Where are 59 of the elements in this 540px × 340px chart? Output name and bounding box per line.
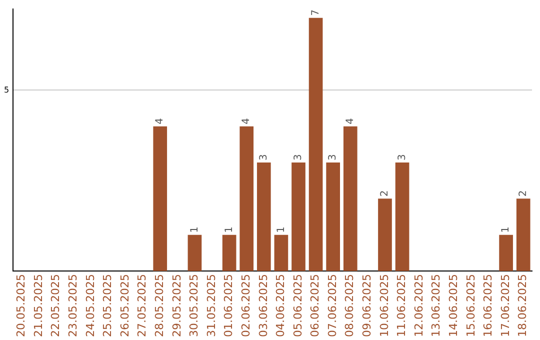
- data-label: 4: [241, 118, 252, 124]
- x-tick-label: 08.06.2025: [343, 274, 356, 338]
- data-label: 1: [189, 226, 200, 233]
- data-label: 1: [224, 226, 235, 233]
- bar: [395, 162, 410, 272]
- x-tick-label: 27.05.2025: [136, 274, 149, 338]
- bar: [516, 198, 530, 272]
- x-tick-label: 26.05.2025: [118, 274, 132, 338]
- data-label: 3: [293, 154, 304, 161]
- x-tick-label: 09.06.2025: [360, 274, 374, 338]
- x-tick-label: 18.06.2025: [516, 274, 530, 338]
- bar: [222, 234, 236, 272]
- x-tick-label: 02.06.2025: [239, 274, 252, 338]
- data-label: 3: [258, 154, 270, 161]
- bar: [153, 126, 168, 272]
- bar: [256, 162, 271, 272]
- bar: [326, 162, 340, 272]
- bar: [240, 126, 254, 272]
- data-label: 4: [344, 118, 356, 124]
- data-label: 3: [328, 154, 339, 161]
- data-label: 4: [154, 118, 166, 124]
- x-tick-label: 15.06.2025: [464, 274, 478, 338]
- y-tick-label: 5: [4, 85, 10, 94]
- data-label: 7: [310, 9, 322, 16]
- x-tick-label: 29.05.2025: [170, 274, 184, 338]
- bar: [308, 18, 323, 272]
- x-tick-label: 12.06.2025: [412, 274, 426, 338]
- x-tick-label: 07.06.2025: [326, 274, 339, 338]
- x-tick-label: 23.05.2025: [66, 274, 80, 338]
- bar: [292, 162, 306, 272]
- x-tick-label: 16.06.2025: [482, 274, 495, 338]
- x-tick-label: 17.06.2025: [498, 274, 512, 338]
- x-tick-label: 30.05.2025: [188, 274, 201, 338]
- bar: [343, 126, 358, 272]
- data-label: 2: [380, 190, 391, 197]
- x-tick-label: 04.06.2025: [274, 274, 288, 338]
- x-tick-label: 05.06.2025: [291, 274, 304, 338]
- bar: [274, 234, 288, 272]
- bar: [499, 234, 513, 272]
- x-tick-label: 10.06.2025: [378, 274, 391, 338]
- x-tick-label: 14.06.2025: [447, 274, 460, 338]
- x-tick-label: 11.06.2025: [395, 274, 408, 338]
- data-label: 2: [518, 190, 529, 197]
- x-tick-label: 13.06.2025: [430, 274, 443, 338]
- data-label: 1: [276, 226, 287, 233]
- data-label: 3: [396, 154, 408, 161]
- x-tick-label: 28.05.2025: [152, 274, 166, 338]
- bar: [188, 234, 202, 272]
- x-tick-label: 01.06.2025: [222, 274, 236, 338]
- x-tick-label: 03.06.2025: [256, 274, 270, 338]
- data-label: 1: [500, 226, 512, 233]
- x-tick-label: 22.05.2025: [49, 274, 62, 338]
- x-tick-label: 20.05.2025: [14, 274, 28, 338]
- x-tick-label: 25.05.2025: [101, 274, 114, 338]
- bar: [378, 198, 392, 272]
- x-tick-label: 31.05.2025: [204, 274, 218, 338]
- x-tick-label: 21.05.2025: [32, 274, 45, 338]
- x-tick-label: 24.05.2025: [84, 274, 97, 338]
- x-tick-label: 06.06.2025: [308, 274, 322, 338]
